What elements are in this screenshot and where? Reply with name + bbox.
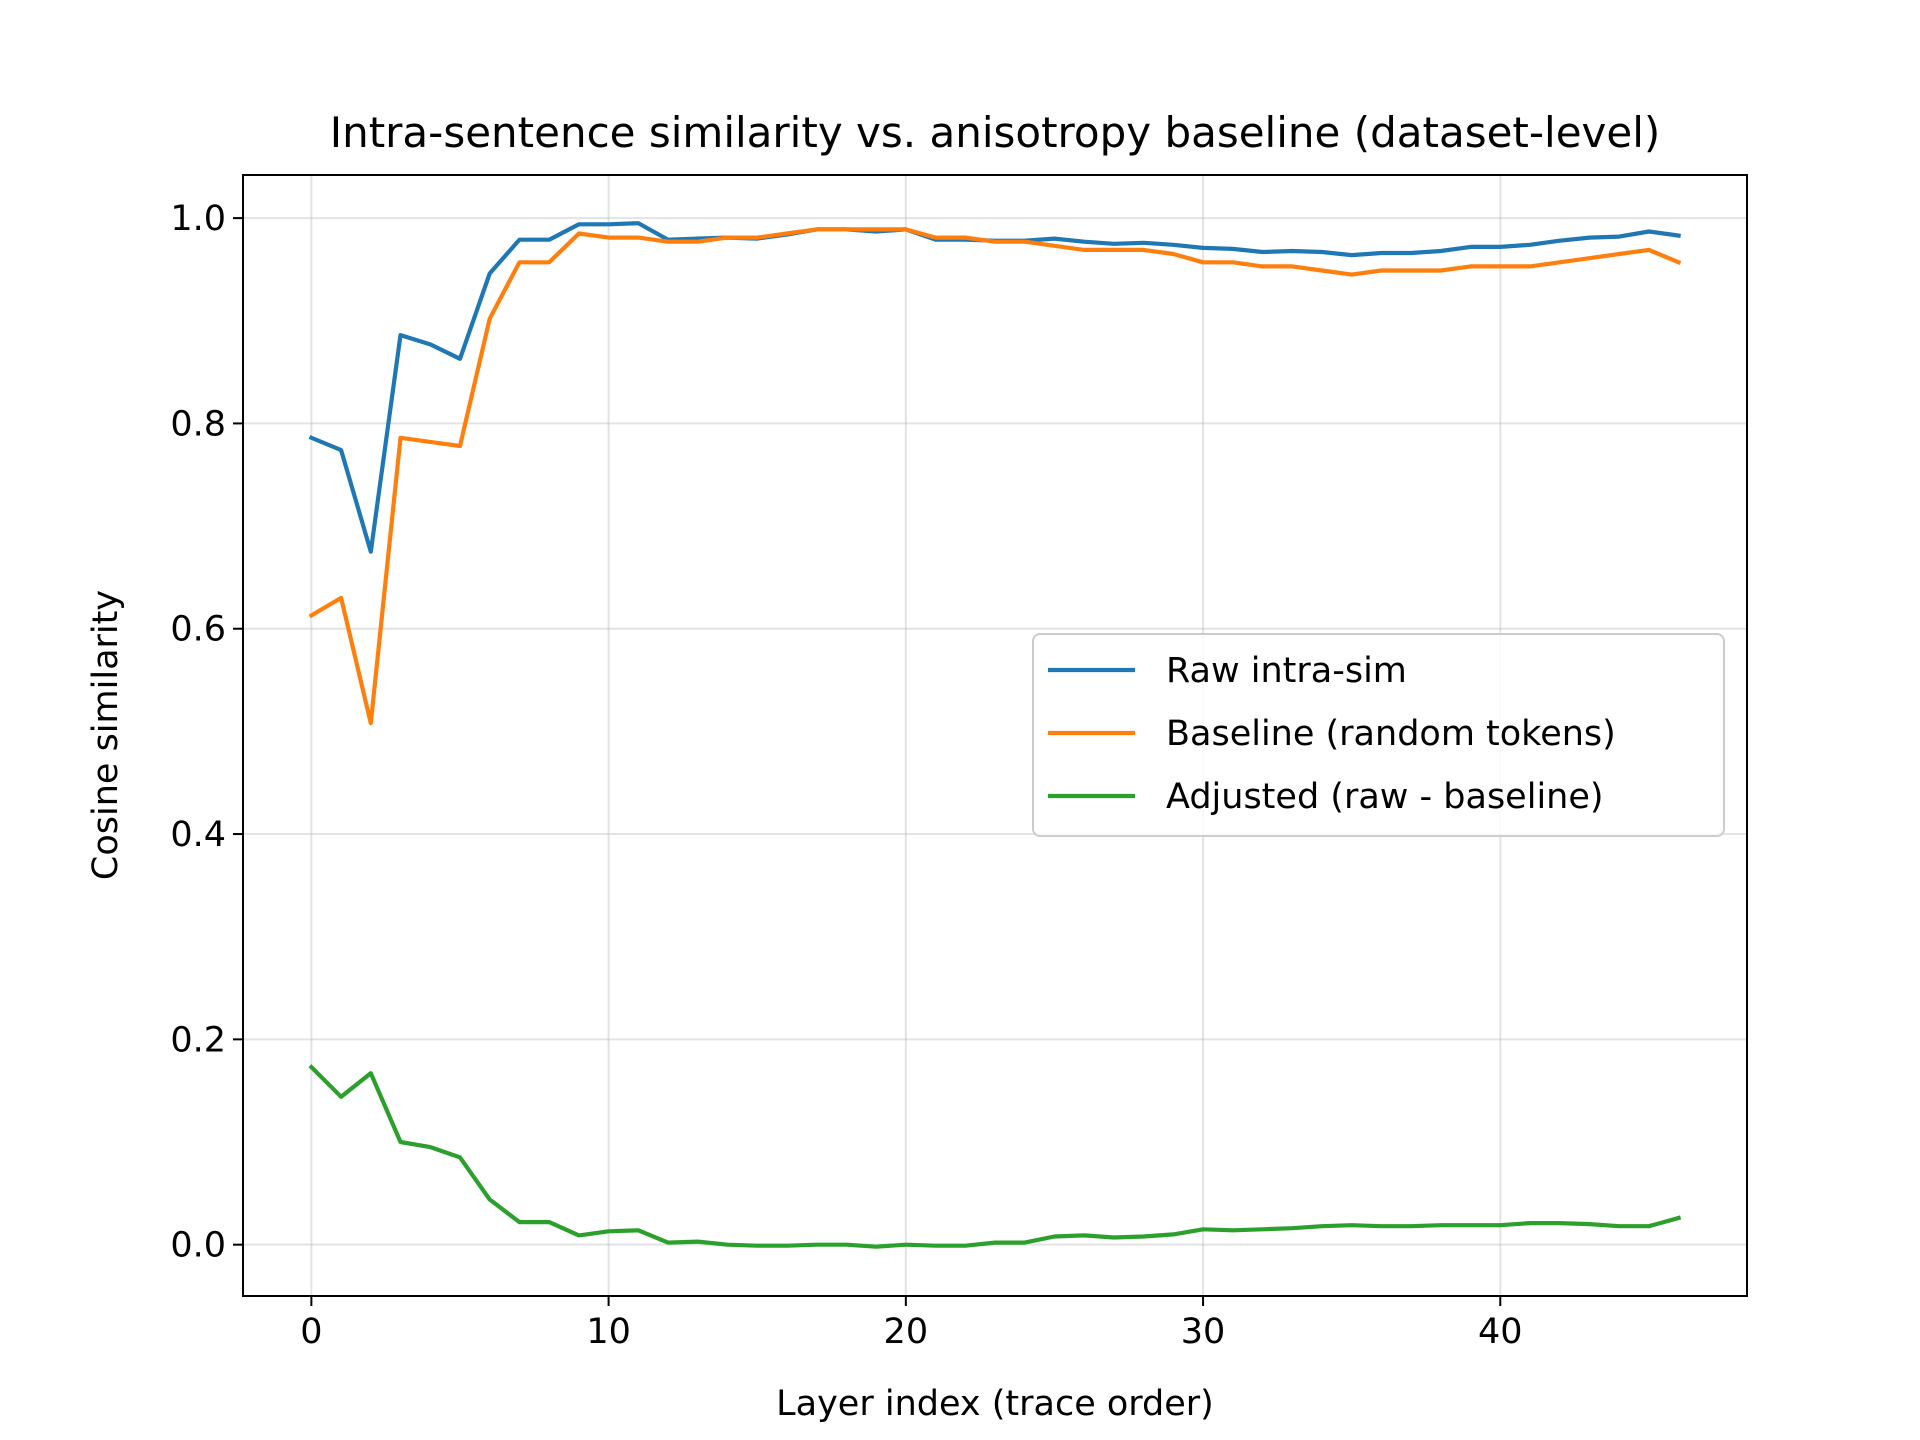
series-line-3 (308, 1064, 1682, 1249)
y-tick-label: 1.0 (170, 199, 226, 239)
axes-frame (242, 174, 1748, 1297)
x-tick-label: 0 (300, 1312, 322, 1352)
chart-title: Intra-sentence similarity vs. anisotropy… (330, 108, 1661, 157)
legend-label: Adjusted (raw - baseline) (1166, 777, 1604, 817)
y-tick-label: 0.8 (170, 404, 226, 444)
x-axis-label: Layer index (trace order) (776, 1384, 1214, 1424)
y-tick-label: 0.2 (170, 1020, 226, 1060)
x-tick-label: 10 (586, 1312, 631, 1352)
series-lines (308, 221, 1682, 1249)
y-tick-label: 0.0 (170, 1226, 226, 1266)
legend-label: Raw intra-sim (1166, 651, 1407, 691)
series-line-2 (308, 227, 1682, 726)
y-tick-label: 0.4 (170, 815, 226, 855)
y-axis-label: Cosine similarity (86, 590, 126, 880)
x-tick-label: 40 (1478, 1312, 1523, 1352)
x-tick-label: 30 (1181, 1312, 1226, 1352)
legend-box (1032, 633, 1725, 837)
legend-label: Baseline (random tokens) (1166, 714, 1616, 754)
legend: Raw intra-sim Baseline (random tokens) Adj… (1032, 633, 1725, 837)
x-tick-label: 20 (884, 1312, 929, 1352)
ticks: 0 10 20 30 40 0.0 0.2 0.4 0.6 0.8 1.0 (170, 199, 1522, 1352)
y-tick-label: 0.6 (170, 610, 226, 650)
